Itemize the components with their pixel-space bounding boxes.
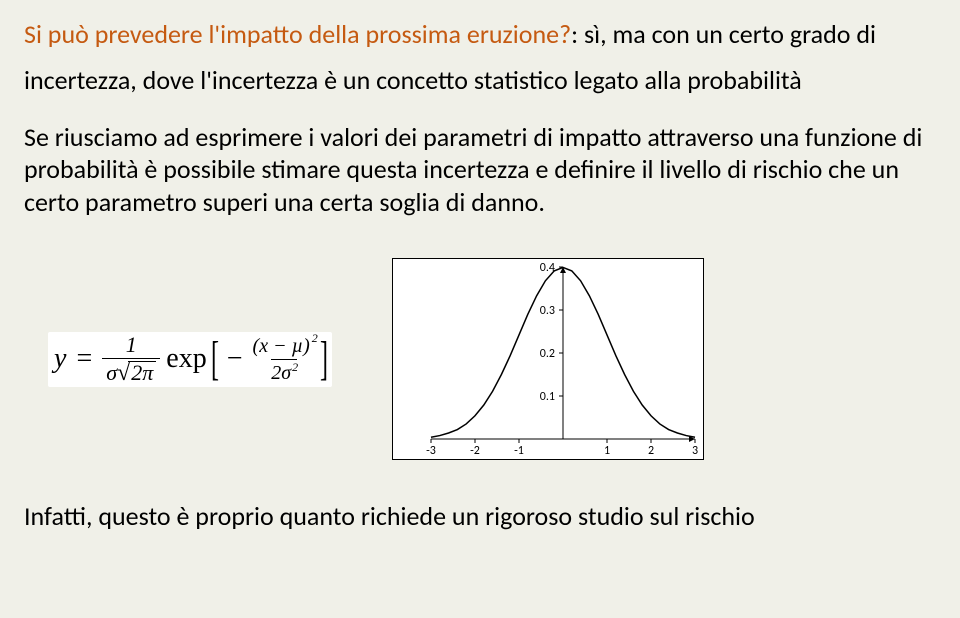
left-bracket: [ xyxy=(211,345,219,374)
svg-text:-1: -1 xyxy=(514,444,524,458)
formula-chart-row: y = 1 σ2π exp [ − (x − µ)2 2σ2 ] -3-2-11… xyxy=(24,258,936,460)
svg-text:1: 1 xyxy=(604,444,610,458)
question-text: Si può prevedere l'impatto della prossim… xyxy=(24,18,571,50)
gaussian-curve-svg: -3-2-11230.10.20.30.4 xyxy=(393,259,703,459)
equals-sign: = xyxy=(76,343,92,375)
var-y: y xyxy=(54,343,66,375)
exp-argument-fraction: (x − µ)2 2σ2 xyxy=(253,336,316,383)
sigma-squared-sup: 2 xyxy=(292,360,298,374)
svg-text:2: 2 xyxy=(648,444,654,458)
exp-numerator: (x − µ)2 xyxy=(253,336,316,359)
svg-text:0.3: 0.3 xyxy=(540,304,555,318)
fraction-1-over-sigma-sqrt2pi: 1 σ 2π xyxy=(102,334,160,385)
paragraph-1: incertezza, dove l'incertezza è un conce… xyxy=(24,64,936,97)
sigma: σ xyxy=(106,360,117,385)
gaussian-chart: -3-2-11230.10.20.30.4 xyxy=(392,258,704,460)
right-bracket: ] xyxy=(320,345,328,374)
radicand-2pi: 2π xyxy=(128,361,156,384)
svg-text:3: 3 xyxy=(692,444,698,458)
gaussian-pdf-formula: y = 1 σ2π exp [ − (x − µ)2 2σ2 ] xyxy=(54,334,326,385)
answer-lead: : sì, ma con un certo grado di xyxy=(571,18,876,50)
exp-label: exp xyxy=(166,343,206,375)
svg-text:0.2: 0.2 xyxy=(540,347,555,361)
const-2: 2 xyxy=(271,362,281,384)
formula-box: y = 1 σ2π exp [ − (x − µ)2 2σ2 ] xyxy=(48,332,332,387)
var-mu: µ xyxy=(292,335,304,357)
denominator: σ 2π xyxy=(102,358,160,385)
page-heading: Si può prevedere l'impatto della prossim… xyxy=(24,18,936,50)
svg-text:0.1: 0.1 xyxy=(540,390,555,404)
svg-text:-2: -2 xyxy=(470,444,480,458)
paragraph-2: Se riusciamo ad esprimere i valori dei p… xyxy=(24,121,936,219)
squared-sup: 2 xyxy=(312,331,318,345)
exp-denominator: 2σ2 xyxy=(271,359,297,383)
numerator-one: 1 xyxy=(122,334,141,358)
minus-sign: − xyxy=(227,343,243,375)
sigma2: σ xyxy=(281,362,291,384)
sqrt-2pi: 2π xyxy=(117,361,156,385)
svg-text:-3: -3 xyxy=(426,444,436,458)
var-x: x xyxy=(259,335,268,357)
footer-text: Infatti, questo è proprio quanto richied… xyxy=(24,500,936,533)
